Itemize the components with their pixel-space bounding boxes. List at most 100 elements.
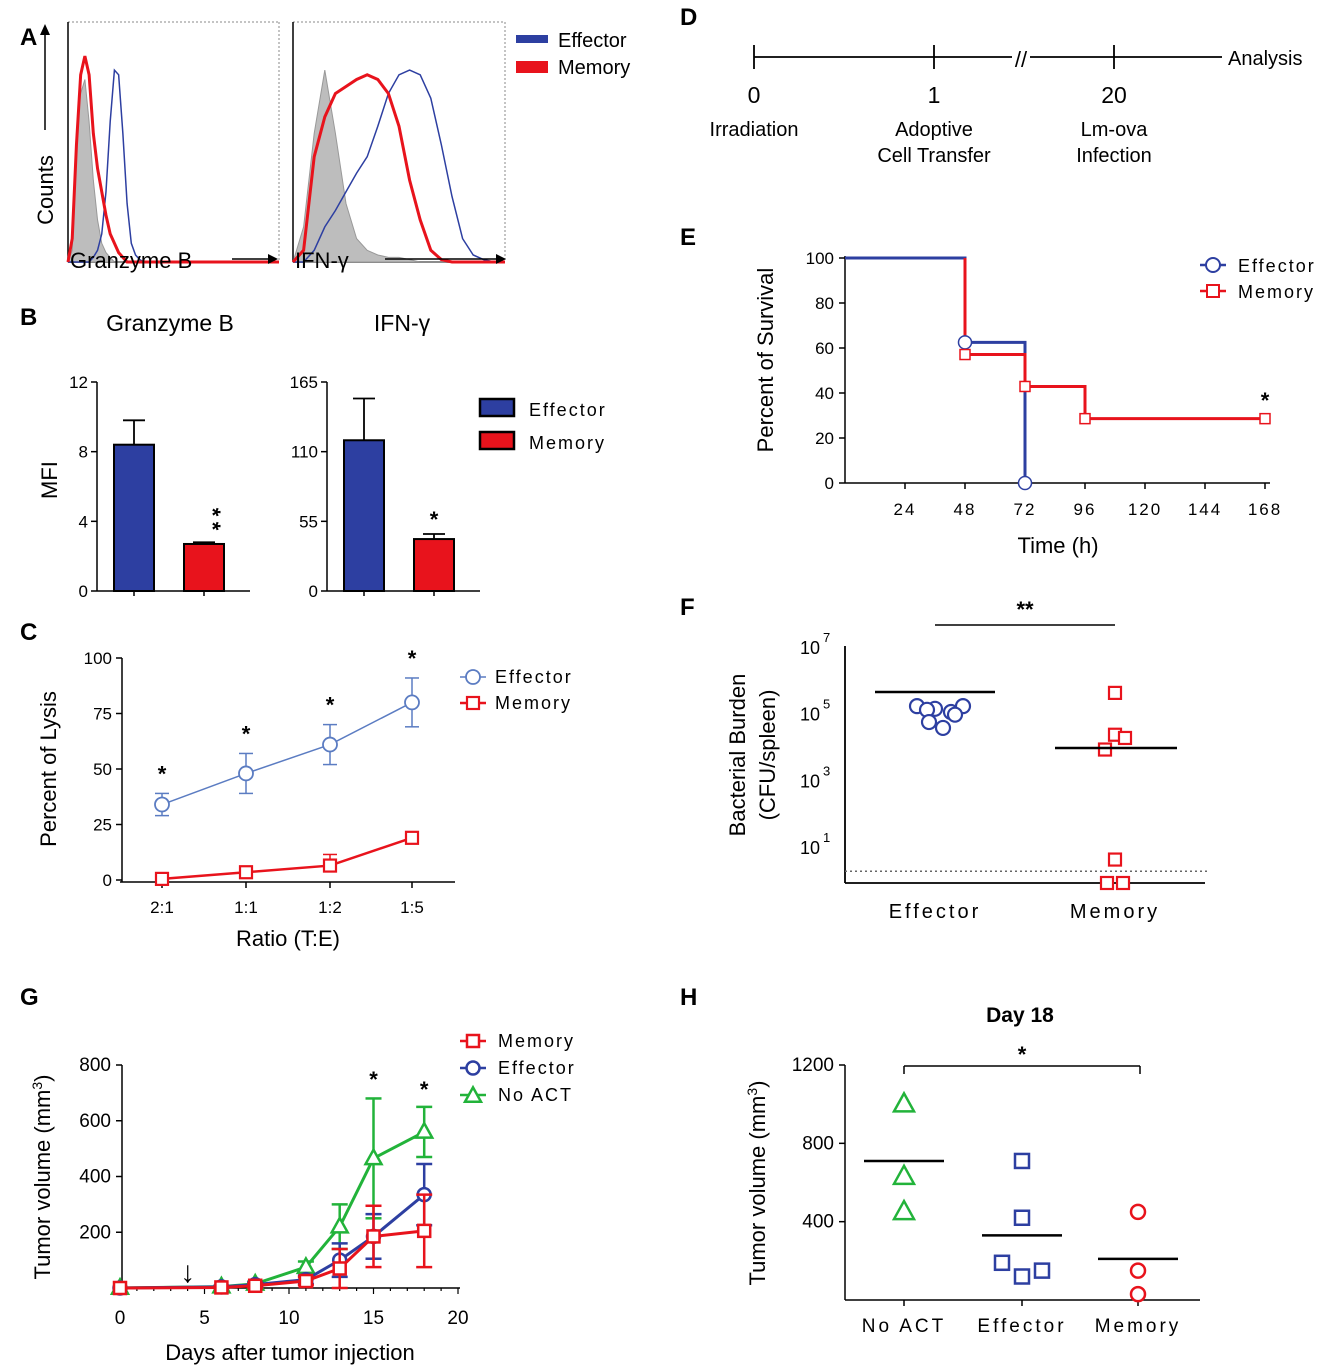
y-tick-label: 80 (815, 294, 834, 313)
effector-point (238, 765, 254, 782)
isotype-histogram (292, 70, 505, 263)
legend-label: No ACT (498, 1085, 573, 1105)
significance-mark: * (369, 1067, 378, 1092)
timeline-day: 1 (928, 82, 941, 108)
x-category-label: Effector (977, 1316, 1066, 1337)
significance-mark: * (408, 646, 417, 671)
memory-burden-point (1107, 852, 1123, 867)
memory-censor-marker (1259, 412, 1271, 425)
y-tick-label: 50 (93, 760, 112, 779)
effector-volume-point (1013, 1268, 1031, 1285)
y-axis-title-main: Tumor volume (mm (30, 1090, 55, 1280)
panel-letter-g: G (20, 984, 39, 1011)
panel-letter-f: F (680, 594, 695, 621)
bar-ylabel: MFI (37, 461, 62, 499)
memory-tumor-point (416, 1223, 432, 1239)
legend-label-effector: Effector (495, 667, 573, 687)
y-axis-title: Bacterial Burden (725, 674, 750, 837)
xarrow-head (496, 254, 506, 264)
x-tick-label: 20 (447, 1308, 468, 1329)
bar-subtitle: IFN-γ (374, 310, 431, 336)
isotype-histogram (67, 79, 279, 263)
legend-label-memory: Memory (558, 57, 630, 79)
memory-burden-point (1099, 875, 1115, 891)
y-axis-title-close: ) (30, 1075, 55, 1082)
memory-histogram (291, 73, 505, 264)
noact-volume-point (891, 1198, 917, 1221)
legend-label: Memory (498, 1031, 575, 1051)
bar-y-tick-label: 0 (79, 582, 88, 601)
noact-tumor-point (329, 1215, 350, 1234)
timeline-event-label: Infection (1076, 145, 1152, 167)
y-tick-label: 400 (802, 1212, 834, 1233)
memory-burden-point (1117, 730, 1133, 746)
legend-marker-noact (462, 1084, 484, 1104)
timeline-event-label: Adoptive (895, 119, 973, 141)
noact-tumor-point (363, 1147, 384, 1166)
x-tick-label: 1:2 (318, 898, 342, 917)
panel-letter-d: D (680, 4, 697, 31)
x-category-label: Effector (889, 901, 982, 923)
x-tick-label: 5 (199, 1308, 210, 1329)
y-tick-label-base: 10 (800, 705, 820, 725)
legend-marker-memory (1206, 284, 1220, 298)
legend-marker-memory (465, 695, 481, 711)
panel-letter-a: A (20, 24, 37, 51)
x-axis-title: Time (h) (1017, 533, 1098, 558)
panel-letter-e: E (680, 224, 696, 251)
noact-volume-point (891, 1090, 917, 1113)
memory-line (161, 836, 413, 881)
y-axis-title-close: ) (745, 1081, 770, 1088)
y-tick-label: 400 (79, 1167, 111, 1188)
significance-mark: * (420, 1077, 429, 1102)
memory-tumor-point (214, 1280, 229, 1295)
significance-mark: ** (1016, 597, 1034, 622)
yarrow-head (40, 24, 50, 35)
significance-mark: * (242, 721, 251, 746)
memory-tumor-point (332, 1261, 347, 1276)
memory-point (322, 858, 338, 873)
legend-label-memory: Memory (529, 433, 606, 453)
y-tick-label: 200 (79, 1222, 111, 1243)
effector-censor-marker (957, 335, 973, 350)
effector-point (404, 694, 420, 711)
bar-y-tick-label: 0 (309, 582, 318, 601)
x-tick-label: 2:1 (150, 898, 174, 917)
y-tick-label: 75 (93, 705, 112, 724)
x-tick-label: 1:5 (400, 898, 424, 917)
legend-swatch-memory (516, 61, 548, 73)
panel-letter-b: B (20, 304, 37, 331)
memory-censor-marker (959, 348, 971, 361)
y-tick-label-base: 10 (800, 638, 820, 658)
memory-burden-point (1115, 875, 1131, 891)
memory-censor-marker (1079, 412, 1091, 425)
y-tick-label: 0 (103, 871, 112, 890)
bar-y-tick-label: 12 (69, 373, 88, 392)
histogram-xlabel: Granzyme B (70, 248, 192, 273)
effector-volume-point (1033, 1262, 1051, 1279)
memory-volume-point (1129, 1203, 1147, 1221)
memory-survival-line (963, 258, 1265, 421)
effector-volume-point (993, 1254, 1011, 1272)
legend-swatch-effector (478, 397, 516, 418)
legend-label-memory: Memory (495, 693, 572, 713)
effector-survival-line (845, 256, 1027, 483)
legend-marker-effector (465, 669, 481, 685)
panel-letter-c: C (20, 619, 37, 646)
y-tick-label-base: 10 (800, 838, 820, 858)
significance-mark: * (200, 508, 225, 517)
y-axis-title-superscript: 3 (744, 1088, 760, 1096)
y-tick-label-exponent: 5 (823, 697, 830, 712)
significance-mark: * (1261, 388, 1270, 413)
legend-marker-memory (465, 1033, 481, 1049)
bar-effector (343, 439, 385, 592)
effector-volume-point (1013, 1152, 1031, 1170)
x-tick-label: 168 (1248, 500, 1282, 519)
xarrow-head (268, 254, 278, 264)
x-tick-label: 0 (115, 1308, 126, 1329)
bar-memory (183, 542, 225, 592)
x-axis-title: Days after tumor injection (165, 1340, 414, 1365)
memory-point (238, 865, 254, 880)
bar-y-tick-label: 165 (290, 373, 318, 392)
